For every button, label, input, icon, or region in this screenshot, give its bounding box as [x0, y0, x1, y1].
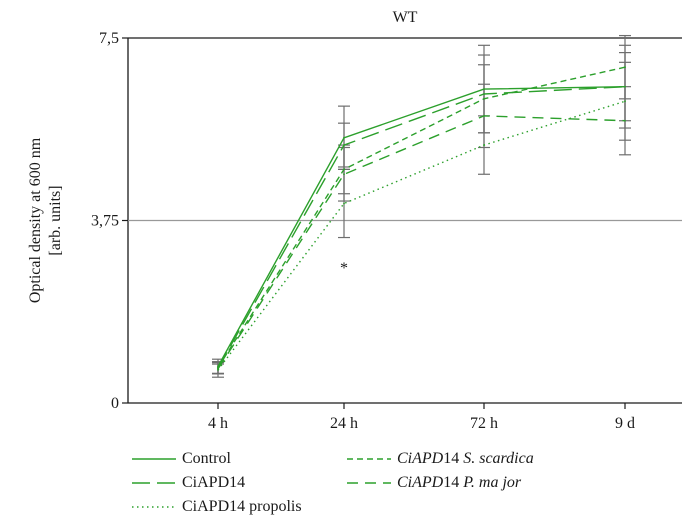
data-point [343, 144, 345, 146]
legend-label: Control [182, 450, 231, 467]
legend-item: CiAPD14 [132, 471, 245, 495]
x-tick-label: 9 d [615, 415, 635, 432]
data-point [483, 88, 485, 90]
legend-item: CiAPD14 P. ma jor [347, 471, 521, 495]
data-point [624, 85, 626, 88]
data-point [483, 97, 485, 100]
data-point [624, 119, 626, 122]
data-point [343, 202, 345, 205]
data-point [343, 168, 345, 171]
legend-label: CiAPD14 P. ma jor [397, 474, 522, 491]
legend-label: CiAPD14 propolis [182, 498, 302, 515]
significance-annotation: * [340, 260, 348, 277]
legend-item: CiAPD14 propolis [132, 495, 302, 519]
x-tick-label: 72 h [470, 415, 498, 432]
legend: Control CiAPD14 CiAPD14 propolis CiAPD14 S.… [132, 447, 672, 527]
data-point [483, 144, 485, 146]
data-point [343, 173, 345, 176]
legend-swatch [132, 458, 176, 460]
y-tick-label: 0 [111, 395, 119, 412]
series-line [217, 86, 626, 367]
legend-swatch [132, 482, 176, 484]
series-line [217, 115, 626, 370]
legend-item: CiAPD14 S. scardica [347, 447, 534, 471]
x-tick-label: 24 h [330, 415, 358, 432]
y-tick-label: 7,5 [99, 30, 119, 47]
legend-swatch [132, 506, 176, 508]
legend-swatch [347, 458, 391, 460]
data-point [343, 136, 345, 139]
chart-title: WT [393, 9, 418, 26]
y-tick-label: 3,75 [91, 213, 119, 230]
chart: 0 3,75 7,5 4 h 24 h 72 h 9 d * WT Optical densi… [27, 9, 682, 432]
series-line [217, 66, 626, 368]
legend-item: Control [132, 447, 231, 471]
data-point [217, 368, 219, 370]
data-point [624, 66, 626, 69]
plot-area: 0 3,75 7,5 4 h 24 h 72 h 9 d * [91, 30, 682, 432]
data-point [624, 100, 626, 103]
series-line [217, 86, 626, 369]
y-axis-unit-label: [arb. units] [47, 185, 64, 255]
legend-label: CiAPD14 [182, 474, 246, 491]
data-point [483, 93, 485, 95]
legend-label: CiAPD14 S. scardica [397, 450, 534, 467]
y-axis-label: Optical density at 600 nm [27, 137, 44, 303]
x-tick-label: 4 h [208, 415, 228, 432]
data-point [483, 114, 485, 117]
legend-swatch [347, 482, 391, 484]
